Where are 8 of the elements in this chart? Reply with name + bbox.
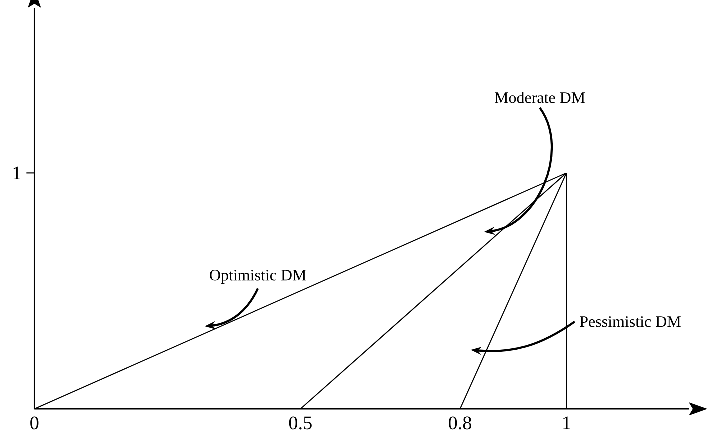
x-tick-label: 1	[564, 416, 570, 430]
text: Pessimistic DM	[580, 316, 681, 328]
x-tick-label: 0	[30, 416, 39, 430]
text: 1	[14, 166, 21, 180]
series-label: Optimistic DM	[210, 270, 306, 284]
x-tick-label: 0.5	[289, 416, 312, 430]
x-tick-label: 0.8	[448, 416, 472, 430]
text: Moderate DM	[494, 92, 586, 104]
